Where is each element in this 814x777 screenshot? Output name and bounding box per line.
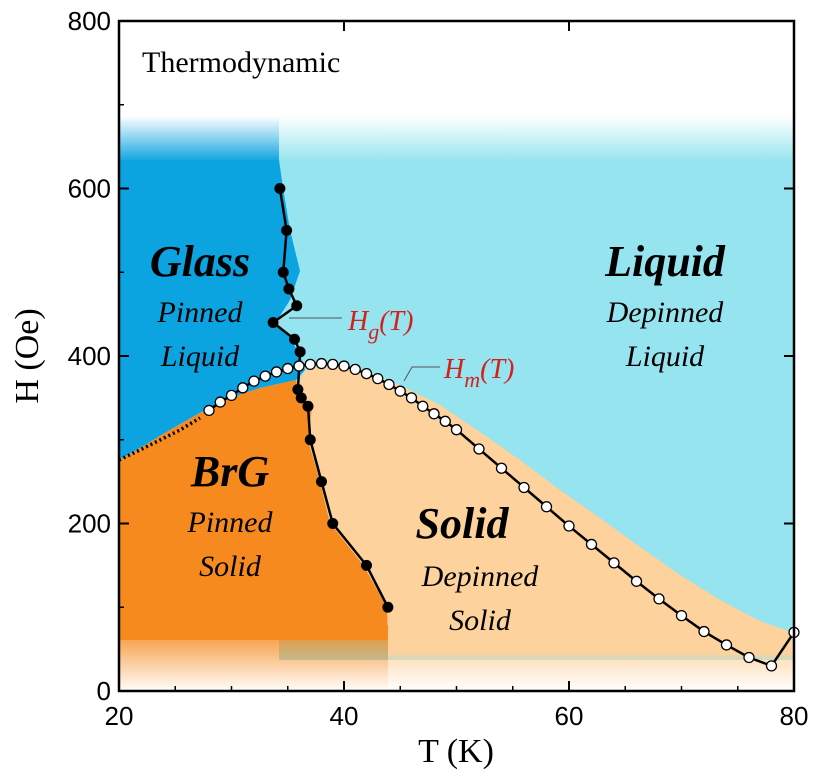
hm-series-points — [203, 357, 800, 672]
hm-data-point — [720, 639, 733, 651]
hm-data-point — [315, 357, 328, 370]
hg-data-point — [281, 224, 293, 236]
hm-data-point — [259, 370, 271, 382]
hm-data-point — [270, 366, 283, 378]
hg-data-point — [277, 266, 289, 278]
x-axis-label: T (K) — [418, 733, 494, 770]
hm-data-point — [495, 462, 508, 474]
region-brg-sub-1: Pinned — [187, 506, 274, 539]
hg-label-sub: g — [368, 319, 379, 344]
region-brg-title: BrG — [190, 447, 269, 496]
hm-data-point — [225, 389, 238, 402]
region-glass-sub-1: Pinned — [157, 296, 244, 329]
region-brg-fill — [119, 380, 388, 640]
hm-data-point — [417, 400, 429, 412]
hm-data-point — [743, 651, 755, 664]
hm-label-tail: (T) — [480, 354, 514, 385]
hg-curve-label: Hg(T) — [347, 306, 413, 344]
region-brg-fade — [119, 625, 388, 691]
hm-data-point — [248, 375, 260, 387]
x-tick-label: 80 — [780, 701, 809, 731]
y-tick-label: 600 — [68, 174, 111, 204]
hg-data-point — [304, 434, 316, 446]
region-glass-fill — [119, 160, 305, 460]
hm-data-point — [540, 501, 553, 513]
region-glass-title: Glass — [150, 237, 250, 286]
hm-data-point — [282, 362, 294, 375]
phase-regions — [119, 116, 794, 691]
hg-data-point — [292, 384, 304, 395]
hm-data-point — [653, 593, 665, 605]
hg-data-point — [316, 476, 327, 488]
hm-data-point — [439, 415, 451, 427]
x-tick-label: 40 — [330, 701, 359, 731]
hg-data-point — [295, 392, 307, 404]
hm-data-point — [304, 358, 316, 371]
hm-data-point — [563, 520, 575, 532]
hm-data-point — [675, 609, 688, 622]
y-tick-label: 800 — [68, 6, 111, 36]
hm-data-point — [608, 557, 620, 569]
hm-data-point — [327, 358, 339, 371]
hg-data-point — [361, 559, 372, 571]
hm-data-point — [349, 363, 361, 376]
hm-data-point — [360, 367, 373, 380]
melting-line-extension — [118, 416, 201, 462]
hm-data-point — [428, 408, 440, 420]
hg-data-point — [267, 317, 279, 328]
y-tick-label: 0 — [97, 676, 111, 706]
hm-data-point — [203, 404, 215, 417]
hm-data-point — [518, 481, 530, 494]
y-tick-label: 400 — [68, 341, 111, 371]
x-tick-label: 20 — [105, 701, 134, 731]
y-axis-label: H (Oe) — [9, 308, 46, 403]
region-liquid-sub-1: Depinned — [606, 296, 725, 329]
hm-label-main: H — [443, 354, 466, 385]
hg-data-point — [291, 300, 303, 312]
hm-data-point — [585, 538, 598, 551]
hm-data-point — [630, 575, 643, 587]
hm-data-point — [394, 385, 406, 397]
region-liquid-title: Liquid — [604, 237, 726, 286]
hm-label-leader — [403, 366, 440, 382]
hm-data-point — [698, 625, 710, 638]
region-liquid-fade — [279, 116, 794, 162]
hm-data-point — [372, 372, 384, 385]
hm-curve-label: Hm(T) — [443, 354, 514, 392]
hg-data-point — [302, 400, 314, 412]
hg-data-point — [327, 518, 339, 529]
hg-series-points — [267, 183, 394, 613]
hm-data-point — [293, 360, 305, 372]
region-glass-fade — [119, 116, 279, 162]
region-liquid-sub-2: Liquid — [625, 340, 705, 373]
hg-label-main: H — [347, 306, 370, 337]
hm-label-sub: m — [464, 367, 480, 392]
hm-data-point — [338, 360, 350, 372]
region-brg-sub-2: Solid — [199, 550, 262, 583]
region-solid-title: Solid — [416, 499, 510, 548]
y-tick-label: 200 — [68, 509, 111, 539]
hg-data-point — [274, 183, 286, 194]
region-solid-sub-1: Depinned — [421, 560, 540, 593]
hm-data-point — [214, 396, 226, 408]
chart-title: Thermodynamic — [142, 46, 340, 79]
hg-data-point — [289, 333, 300, 345]
hg-data-point — [294, 346, 306, 358]
hm-data-point — [405, 392, 418, 404]
hm-data-point — [450, 424, 463, 436]
hg-label-tail: (T) — [379, 306, 413, 337]
x-tick-label: 60 — [555, 701, 584, 731]
region-glass-sub-2: Liquid — [160, 340, 240, 373]
hg-data-point — [382, 601, 394, 613]
hg-data-point — [283, 283, 295, 295]
hm-data-point — [473, 443, 485, 455]
hm-data-point — [765, 660, 778, 672]
hm-data-point — [383, 378, 395, 391]
region-solid-sub-2: Solid — [449, 604, 512, 637]
hm-data-point — [237, 382, 249, 394]
